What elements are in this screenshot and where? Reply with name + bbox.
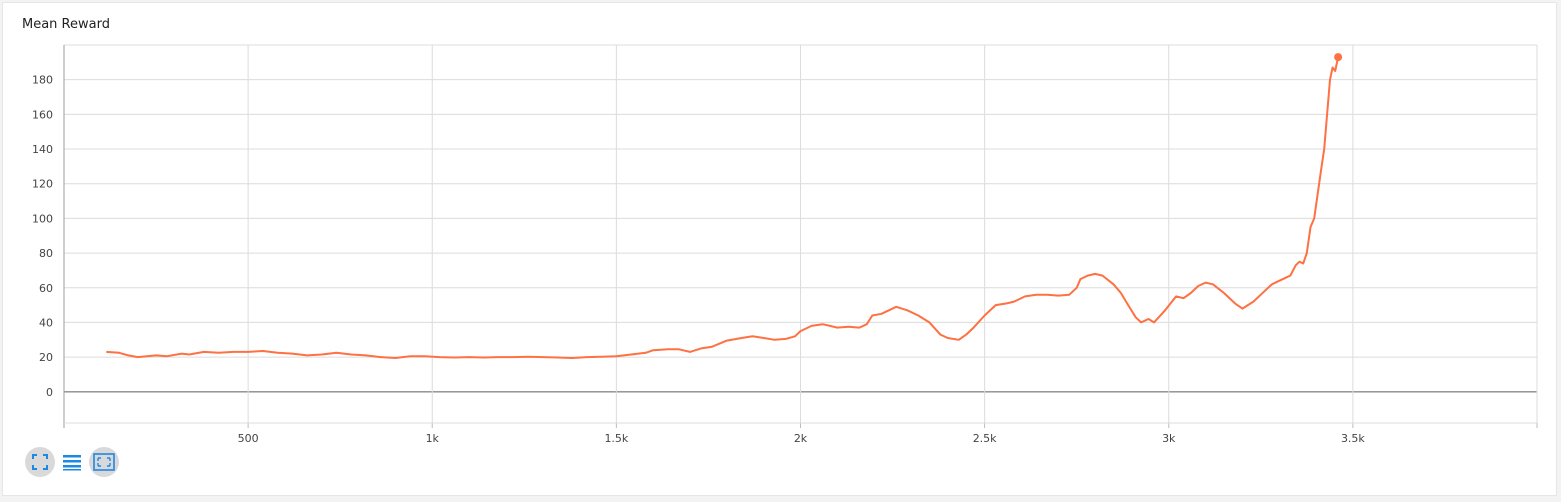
y-tick-label: 180 — [32, 74, 53, 87]
series-endpoint-marker[interactable] — [1334, 53, 1343, 62]
y-tick-label: 80 — [39, 247, 53, 260]
x-tick-label: 500 — [238, 432, 259, 445]
fit-domain-button[interactable] — [89, 447, 119, 477]
tick-label-layer: 0 20 40 60 80 100 120 140 160 180 500 1k 1.5k 2k 2.5k 3… — [32, 74, 1365, 445]
x-tick-label: 1.5k — [604, 432, 628, 445]
y-tick-label: 100 — [32, 212, 53, 225]
x-tick-label: 2k — [794, 432, 808, 445]
toggle-data-table-button[interactable] — [57, 447, 87, 477]
y-tick-label: 40 — [39, 316, 53, 329]
y-tick-label: 160 — [32, 108, 53, 121]
y-tick-label: 140 — [32, 143, 53, 156]
expand-icon — [32, 454, 48, 470]
series-layer — [106, 53, 1343, 359]
list-icon — [63, 455, 81, 471]
chart-title: Mean Reward — [22, 17, 110, 32]
y-tick-label: 20 — [39, 351, 53, 364]
toggle-expand-button[interactable] — [25, 447, 55, 477]
series-line — [106, 56, 1340, 359]
y-tick-label: 120 — [32, 178, 53, 191]
x-tick-label: 3k — [1162, 432, 1176, 445]
grid-layer — [63, 44, 1538, 423]
fit-domain-icon — [93, 453, 115, 471]
x-tick-label: 3.5k — [1341, 432, 1365, 445]
x-tick-label: 1k — [426, 432, 440, 445]
axis-layer — [63, 45, 1538, 428]
x-tick-label: 2.5k — [973, 432, 997, 445]
y-tick-label: 60 — [39, 282, 53, 295]
y-tick-label: 0 — [46, 386, 53, 399]
